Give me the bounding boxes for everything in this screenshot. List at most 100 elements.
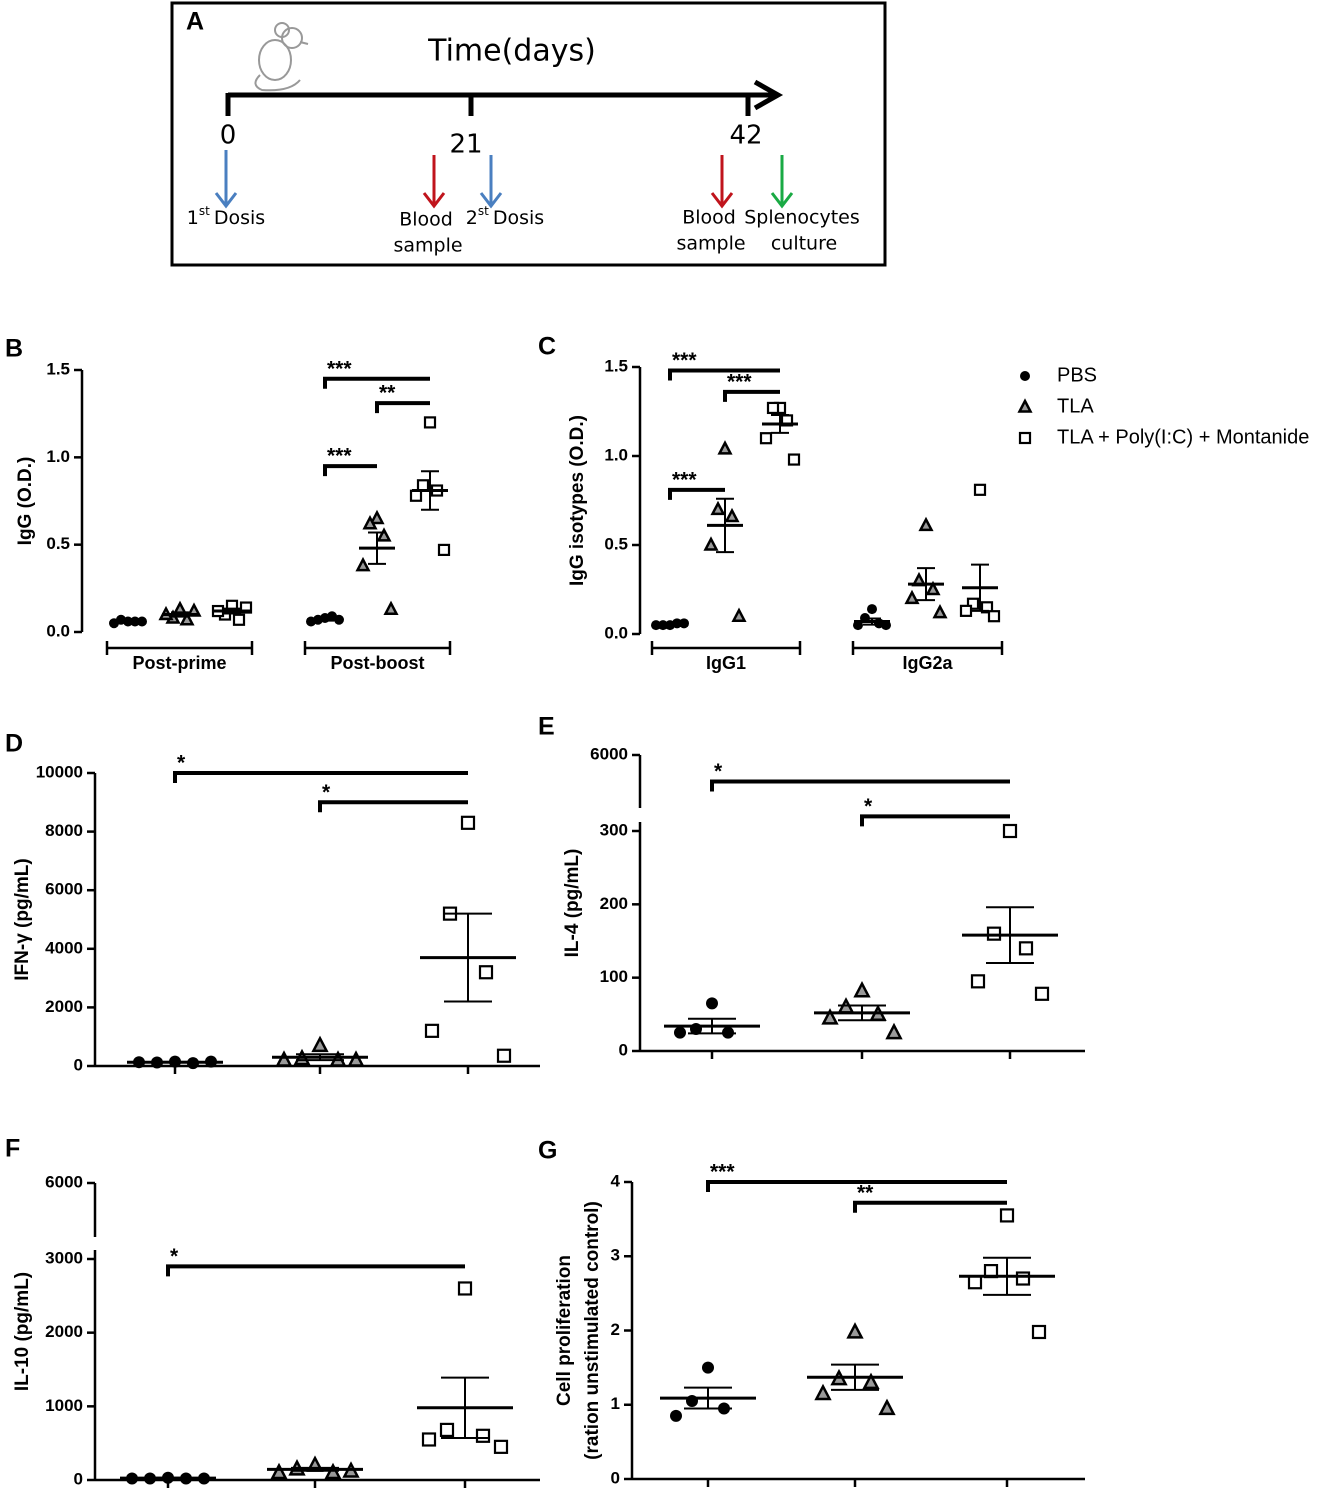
point [966,597,980,610]
event-label: Blood [399,209,453,231]
panel-a: A Time(days) 0 21 42 1st Dosis Blood samp… [170,1,887,267]
event-label: sample [393,235,462,257]
point [867,604,877,615]
significance-bar [323,464,377,477]
legend-label: TLA [1057,395,1094,417]
point [232,613,246,626]
point [347,1050,365,1067]
point [362,515,378,530]
significance-bar [166,1264,465,1277]
diagram-frame [170,1,887,267]
significance-label: *** [710,1161,735,1184]
event-text: Dosis [214,207,265,229]
point [853,980,871,998]
point [731,607,747,622]
significance-bar [706,1180,1007,1192]
y-tick-label: 0 [619,1040,628,1059]
panel-letter: E [538,713,555,741]
y-tick-label: 100 [600,967,628,986]
y-tick-label: 3000 [45,1248,83,1267]
point [424,1023,440,1038]
y-axis-label: IL-10 (pg/mL) [12,1272,33,1391]
significance-bar [853,1200,1007,1213]
point [925,580,941,596]
significance-label: * [714,760,723,783]
point [1031,1324,1047,1340]
legend-label: TLA + Poly(I:C) + Montanide [1057,426,1309,448]
y-axis-label: Cell proliferation [554,1255,575,1406]
point [999,1208,1015,1223]
event-num: 1 [187,207,199,229]
point [904,589,920,605]
point [457,1281,473,1296]
y-tick-label: 1.0 [604,445,628,464]
y-tick-label: 6000 [45,1172,83,1191]
point [1002,823,1018,839]
panel-letter: D [5,730,23,758]
significance-bar [860,814,1010,827]
panel-letter: F [5,1135,20,1163]
point [270,1462,288,1480]
point [439,1422,455,1438]
significance-label: ** [379,382,396,405]
y-tick-label: 6000 [590,744,628,763]
point [1017,398,1033,413]
y-tick-label: 2000 [45,997,83,1016]
point [670,1409,682,1422]
significance-label: * [322,781,331,804]
point [478,965,494,980]
significance-label: *** [672,468,697,491]
point [416,479,430,492]
y-axis-label: IFN-γ (pg/mL) [12,858,33,980]
x-tick-label: Post-prime [132,653,226,673]
panel-letter: B [5,335,23,363]
point [787,453,801,466]
point [475,1428,491,1443]
y-tick-label: 8000 [45,821,83,840]
panel-letter: A [186,8,204,36]
y-tick-label: 0 [611,1468,620,1487]
y-tick-label: 0 [74,1055,83,1074]
significance-bar [710,779,1010,792]
y-axis-label: IL-4 (pg/mL) [562,849,583,958]
point [437,543,451,557]
point [1034,986,1050,1001]
point [885,1022,903,1040]
point [1018,431,1032,445]
y-tick-label: 1.0 [46,447,70,466]
point [376,527,392,542]
point [275,1050,293,1067]
day-label: 21 [449,130,482,160]
point [862,1372,880,1390]
x-tick-label: IgG2a [902,653,953,673]
y-tick-label: 2 [611,1320,620,1339]
legend-label: PBS [1057,364,1097,386]
point [1020,371,1030,381]
significance-bar [668,487,725,500]
point [821,1008,839,1025]
point [179,611,195,626]
day-label: 0 [220,121,237,151]
point [703,536,719,551]
significance-label: ** [857,1181,874,1204]
point [239,601,253,614]
significance-label: * [170,1245,179,1268]
y-tick-label: 4 [611,1171,621,1190]
point [932,603,948,619]
y-tick-label: 1.5 [46,359,70,378]
point [959,604,973,617]
y-axis-label: IgG (O.D.) [15,457,36,546]
y-tick-label: 1000 [45,1396,83,1415]
axis-label: Time(days) [427,34,596,69]
point [702,1361,714,1374]
event-label: 2st Dosis [466,204,544,229]
y-tick-label: 10000 [36,762,83,781]
significance-bar [318,800,468,813]
y-tick-label: 2000 [45,1322,83,1341]
mouse-icon [254,22,309,92]
y-axis-label: IgG isotypes (O.D.) [567,415,588,586]
event-arrows [214,150,794,209]
y-tick-label: 0.5 [46,534,70,553]
significance-label: * [864,795,873,818]
